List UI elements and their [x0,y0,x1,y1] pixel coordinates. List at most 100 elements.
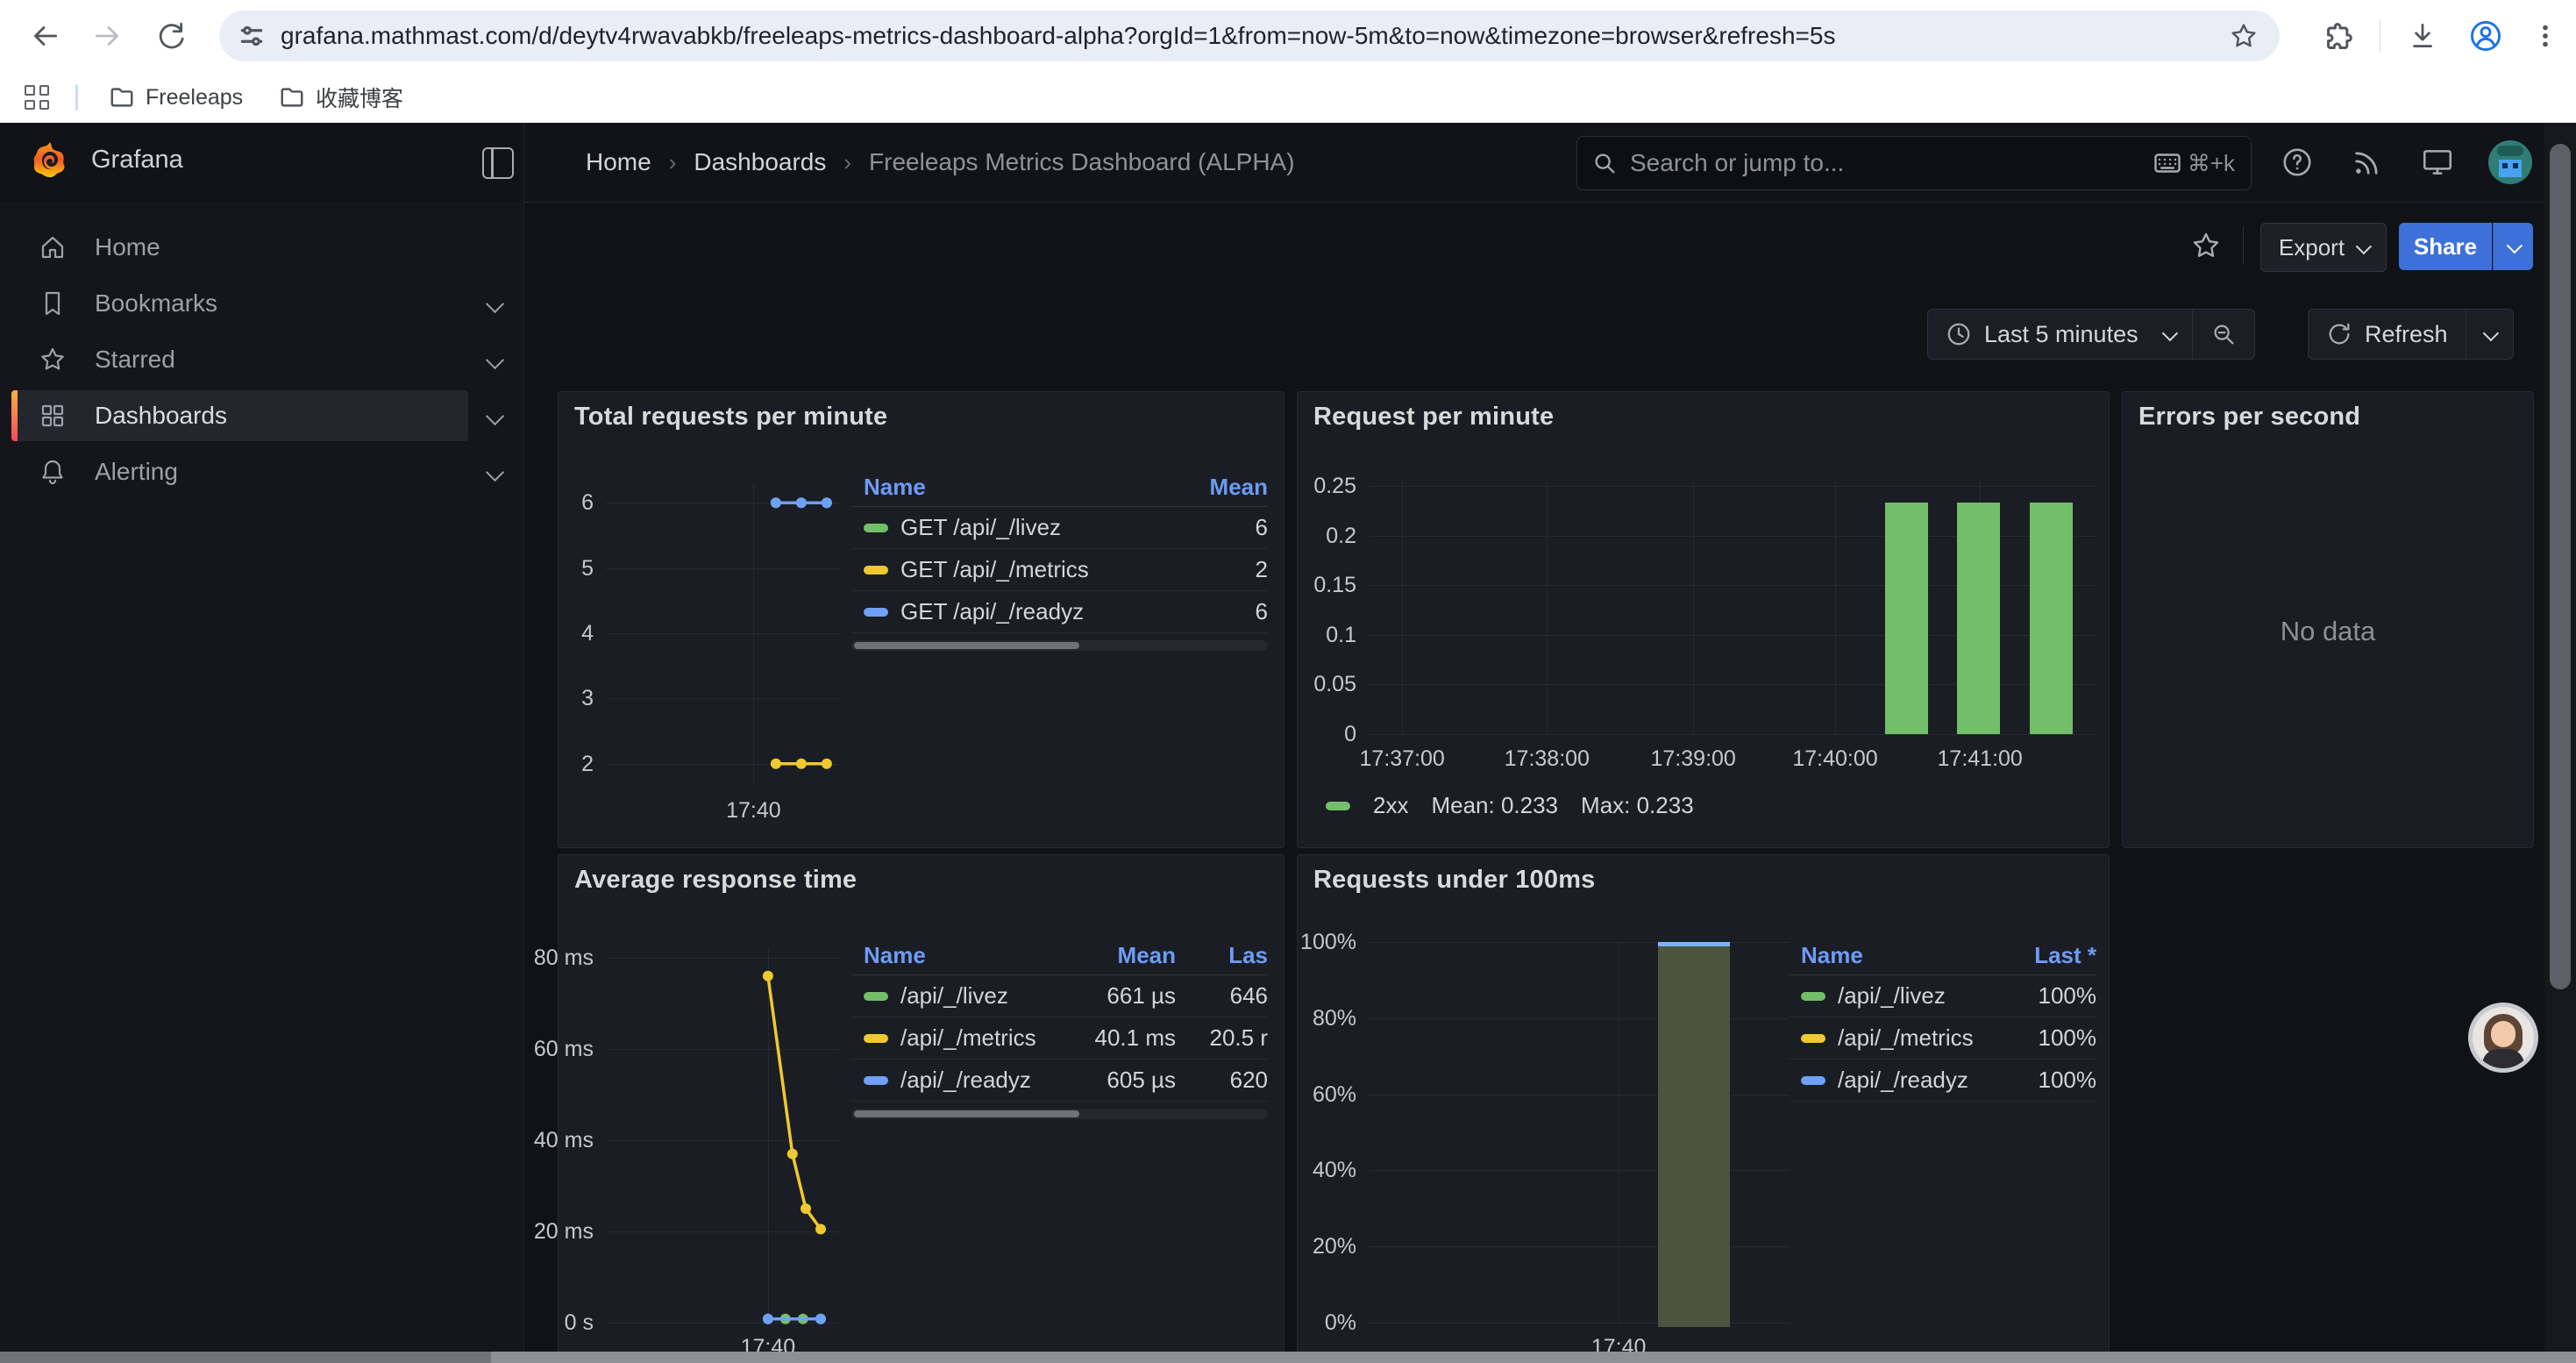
time-range-picker[interactable]: Last 5 minutes [1928,310,2192,359]
news-button[interactable] [2346,141,2388,183]
panel-title[interactable]: Requests under 100ms [1313,866,1596,894]
help-button[interactable] [2276,141,2318,183]
legend-col[interactable]: Mean [1209,473,1268,500]
assistant-avatar[interactable] [2468,1003,2538,1073]
legend-col-name[interactable]: Name [864,941,926,968]
sidebar-item-alerting[interactable]: Alerting [11,446,505,497]
legend-col[interactable]: Mean [1117,941,1176,968]
series-value: 605 µs [1107,1067,1176,1093]
breadcrumb-dashboards[interactable]: Dashboards [694,148,827,175]
url-bar[interactable]: grafana.mathmast.com/d/deytv4rwavabkb/fr… [219,11,2280,61]
vertical-scrollbar[interactable] [2544,123,2576,1363]
series-value: 2 [1255,556,1268,582]
legend-col-name[interactable]: Name [864,473,926,500]
legend-col[interactable]: Las [1228,941,1268,968]
reload-button[interactable] [147,12,195,60]
refresh-button[interactable]: Refresh [2309,310,2466,359]
chart-request-per-minute[interactable]: 0.25 0.2 0.15 0.1 0.05 0 17:37:00 17:38:00 17:39… [1313,474,2096,771]
gridline [1369,942,1790,943]
legend-scrollbar[interactable] [851,1109,1268,1119]
bar[interactable] [1956,503,2000,734]
legend-row[interactable]: GET /api/_/metrics 2 [851,549,1268,591]
series-label[interactable]: 2xx [1373,792,1409,818]
sidebar-item-home[interactable]: Home [11,222,468,273]
bookmark-folder-blogs[interactable]: 收藏博客 [268,80,414,115]
panel-title[interactable]: Request per minute [1313,403,1555,431]
bookmark-star-icon[interactable] [2229,21,2259,51]
legend-scrollbar-thumb[interactable] [854,1110,1079,1117]
chevron-down-icon[interactable] [485,406,505,425]
legend-scrollbar-thumb[interactable] [854,642,1079,649]
back-button[interactable] [21,12,68,60]
sidebar-item-dashboards[interactable]: Dashboards [11,390,505,441]
download-icon [2413,23,2432,47]
profile-button[interactable] [2462,12,2509,60]
bar[interactable] [2029,503,2073,734]
url-text: grafana.mathmast.com/d/deytv4rwavabkb/fr… [281,22,1836,49]
legend-row[interactable]: GET /api/_/livez 6 [851,507,1268,549]
bar[interactable] [1885,503,1929,734]
monitor-icon [2423,150,2452,175]
bookmark-label: 收藏博客 [316,87,404,111]
y-tick-label: 40 ms [533,1128,594,1152]
downloads-button[interactable] [2399,12,2446,60]
gridline [1547,481,1548,734]
apps-grid-icon[interactable] [25,85,49,110]
panel-request-per-minute: Request per minute 0.25 0.2 0.15 0.1 0.05 0 17… [1297,391,2110,848]
sidebar-item-label: Home [95,233,160,260]
legend-row[interactable]: /api/_/livez 100% [1789,975,2096,1017]
legend-scrollbar[interactable] [851,640,1268,651]
chevron-down-icon[interactable] [485,294,505,313]
chevron-down-icon[interactable] [485,462,505,482]
x-tick-label: 17:40:00 [1792,746,1878,771]
panel-title[interactable]: Average response time [574,866,857,894]
bookmark-folder-freeleaps[interactable]: Freeleaps [98,80,253,115]
chart-total-requests-per-minute[interactable]: 6 5 4 3 2 17:40 [581,483,839,823]
bell-icon [39,458,67,486]
search-input[interactable]: Search or jump to... ⌘+k [1576,136,2252,190]
y-tick-label: 0 s [564,1310,594,1335]
bar[interactable] [1658,942,1731,1327]
share-menu-button[interactable] [2493,223,2533,270]
legend-row[interactable]: GET /api/_/readyz 6 [851,591,1268,633]
legend-row[interactable]: /api/_/livez 661 µs 646 [851,975,1268,1017]
legend-row[interactable]: /api/_/metrics 40.1 ms 20.5 r [851,1017,1268,1060]
legend-row[interactable]: /api/_/readyz 100% [1789,1060,2096,1102]
series-max: Max: 0.233 [1581,792,1694,818]
legend-row[interactable]: /api/_/readyz 605 µs 620 [851,1060,1268,1102]
horizontal-scrollbar[interactable] [0,1352,2576,1363]
gridline [606,698,839,700]
share-button[interactable]: Share [2399,223,2492,270]
export-button[interactable]: Export [2260,223,2387,272]
forward-button[interactable] [84,12,132,60]
favorite-dashboard-button[interactable] [2185,225,2227,267]
sidebar-item-starred[interactable]: Starred [11,334,505,385]
search-shortcut: ⌘+k [2154,150,2235,177]
sidebar-item-bookmarks[interactable]: Bookmarks [11,278,505,329]
breadcrumb-home[interactable]: Home [586,148,651,175]
reload-icon [159,22,184,49]
grafana-logo[interactable] [28,140,72,184]
zoom-out-button[interactable] [2193,310,2254,359]
chevron-down-icon[interactable] [485,350,505,369]
chart-average-response-time[interactable]: 80 ms 60 ms 40 ms 20 ms 0 s 17:40 [534,946,839,1359]
refresh-label: Refresh [2365,320,2448,347]
gridline [1369,535,2096,537]
legend-col[interactable]: Last * [2034,941,2096,968]
browser-menu-button[interactable] [2522,12,2569,60]
user-avatar[interactable] [2488,140,2532,184]
y-tick-label: 20 ms [533,1219,594,1244]
panel-title[interactable]: Errors per second [2138,403,2361,431]
display-button[interactable] [2416,141,2459,183]
legend-row[interactable]: /api/_/metrics 100% [1789,1017,2096,1060]
extensions-button[interactable] [2316,12,2364,60]
vertical-scrollbar-thumb[interactable] [2550,144,2571,989]
panel-title[interactable]: Total requests per minute [574,403,888,431]
sidebar-toggle-icon[interactable] [482,147,514,179]
y-tick-label: 60% [1312,1081,1356,1107]
legend-col-name[interactable]: Name [1801,941,1863,968]
refresh-interval-button[interactable] [2466,310,2513,359]
chart-requests-under-100ms[interactable]: 100% 80% 60% 40% 20% 0% 17:40 [1300,930,1790,1359]
series-color-pill [1326,801,1350,810]
y-tick-label: 0% [1324,1310,1356,1335]
